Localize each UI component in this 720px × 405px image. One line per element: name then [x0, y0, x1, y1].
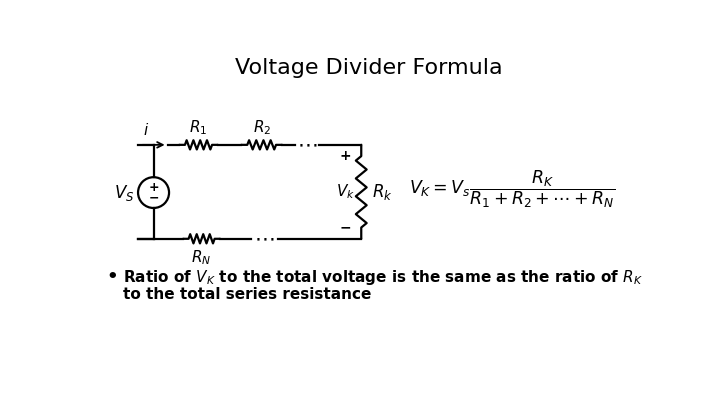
Text: $V_k$: $V_k$	[336, 183, 355, 201]
Text: to the total series resistance: to the total series resistance	[122, 287, 371, 302]
Text: Ratio of $V_K$ to the total voltage is the same as the ratio of $R_K$: Ratio of $V_K$ to the total voltage is t…	[122, 268, 643, 287]
Text: $R_2$: $R_2$	[253, 118, 271, 137]
Text: $R_1$: $R_1$	[189, 118, 207, 137]
Text: $V_K = V_s\dfrac{R_K}{R_1 + R_2 + \cdots + R_N}$: $V_K = V_s\dfrac{R_K}{R_1 + R_2 + \cdots…	[410, 169, 616, 210]
Text: $R_k$: $R_k$	[372, 182, 393, 202]
Text: $\cdots$: $\cdots$	[297, 135, 318, 155]
Text: •: •	[106, 268, 117, 286]
Text: Voltage Divider Formula: Voltage Divider Formula	[235, 58, 503, 78]
Text: +: +	[148, 181, 159, 194]
Text: $V_S$: $V_S$	[114, 183, 134, 202]
Text: $R_N$: $R_N$	[192, 248, 212, 267]
Text: $i$: $i$	[143, 122, 149, 138]
Text: −: −	[340, 220, 351, 234]
Text: −: −	[148, 192, 159, 205]
Text: +: +	[340, 149, 351, 163]
Text: $\cdots$: $\cdots$	[254, 229, 274, 249]
